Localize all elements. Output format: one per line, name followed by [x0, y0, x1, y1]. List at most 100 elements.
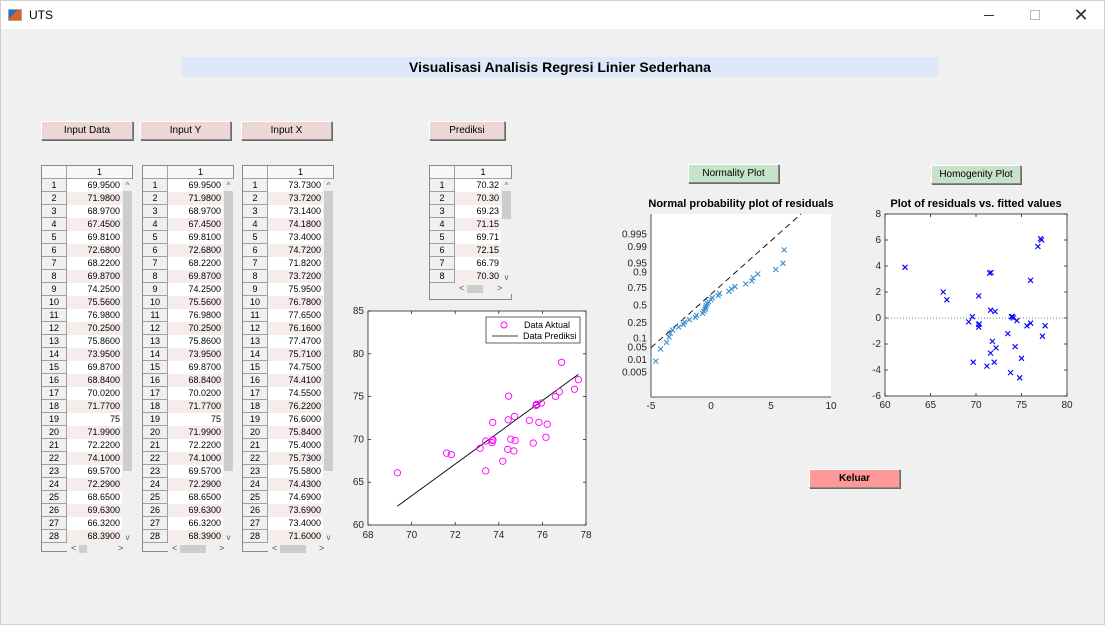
scroll-up-icon[interactable]: ^ — [326, 181, 331, 190]
table-cell[interactable]: 68.8400 — [67, 374, 122, 387]
row-number[interactable]: 16 — [42, 374, 67, 387]
table-cell[interactable]: 76.7800 — [268, 296, 323, 309]
row-number[interactable]: 10 — [42, 296, 67, 309]
input-data-button[interactable]: Input Data — [41, 121, 133, 140]
row-number[interactable]: 24 — [143, 478, 168, 491]
table-cell[interactable]: 75 — [67, 413, 122, 426]
row-number[interactable]: 21 — [243, 439, 268, 452]
row-number[interactable]: 26 — [42, 504, 67, 517]
row-number[interactable]: 14 — [42, 348, 67, 361]
row-number[interactable]: 7 — [243, 257, 268, 270]
table-cell[interactable]: 74.2500 — [67, 283, 122, 296]
row-number[interactable]: 8 — [143, 270, 168, 283]
row-number[interactable]: 5 — [243, 231, 268, 244]
table-cell[interactable]: 69.8700 — [67, 270, 122, 283]
scroll-right-icon[interactable]: > — [497, 283, 503, 293]
table-cell[interactable]: 74.7200 — [268, 244, 323, 257]
row-number[interactable]: 8 — [42, 270, 67, 283]
row-number[interactable]: 27 — [42, 517, 67, 530]
table-cell[interactable]: 66.3200 — [168, 517, 223, 530]
table-cell[interactable]: 69.71 — [455, 231, 501, 244]
row-number[interactable]: 2 — [243, 192, 268, 205]
table-cell[interactable]: 68.9700 — [67, 205, 122, 218]
table-cell[interactable]: 75 — [168, 413, 223, 426]
scroll-thumb[interactable] — [280, 545, 306, 553]
scroll-thumb[interactable] — [467, 285, 483, 293]
scroll-up-icon[interactable]: ^ — [125, 181, 130, 190]
table-cell[interactable]: 74.5500 — [268, 387, 323, 400]
row-number[interactable]: 19 — [42, 413, 67, 426]
row-number[interactable]: 24 — [243, 478, 268, 491]
row-number[interactable]: 4 — [243, 218, 268, 231]
row-number[interactable]: 2 — [143, 192, 168, 205]
row-number[interactable]: 1 — [42, 179, 67, 192]
table-cell[interactable]: 73.4000 — [268, 517, 323, 530]
scroll-down-icon[interactable]: v — [125, 533, 130, 542]
row-number[interactable]: 17 — [42, 387, 67, 400]
row-number[interactable]: 2 — [430, 192, 455, 205]
scroll-right-icon[interactable]: > — [219, 543, 225, 553]
scroll-down-icon[interactable]: v — [326, 533, 331, 542]
table-cell[interactable]: 75.5600 — [67, 296, 122, 309]
row-number[interactable]: 3 — [143, 205, 168, 218]
row-number[interactable]: 17 — [143, 387, 168, 400]
row-number[interactable]: 6 — [42, 244, 67, 257]
row-number[interactable]: 28 — [143, 530, 168, 543]
row-number[interactable]: 23 — [243, 465, 268, 478]
table-cell[interactable]: 71.7700 — [168, 400, 223, 413]
row-number[interactable]: 7 — [143, 257, 168, 270]
row-number[interactable]: 15 — [42, 361, 67, 374]
table-cell[interactable]: 70.30 — [455, 270, 501, 283]
row-number[interactable]: 24 — [42, 478, 67, 491]
row-number[interactable]: 6 — [430, 244, 455, 257]
input-y-button[interactable]: Input Y — [140, 121, 231, 140]
table-cell[interactable]: 75.5600 — [168, 296, 223, 309]
row-number[interactable]: 14 — [143, 348, 168, 361]
row-number[interactable]: 7 — [42, 257, 67, 270]
horizontal-scrollbar[interactable]: < > — [268, 543, 334, 554]
scroll-left-icon[interactable]: < — [71, 543, 77, 553]
row-number[interactable]: 18 — [143, 400, 168, 413]
table-cell[interactable]: 74.2500 — [168, 283, 223, 296]
table-cell[interactable]: 70.2500 — [168, 322, 223, 335]
row-number[interactable]: 15 — [243, 361, 268, 374]
table-cell[interactable]: 69.5700 — [67, 465, 122, 478]
table-cell[interactable]: 74.1000 — [67, 452, 122, 465]
table-cell[interactable]: 73.7200 — [268, 192, 323, 205]
table-cell[interactable]: 70.30 — [455, 192, 501, 205]
row-number[interactable]: 5 — [143, 231, 168, 244]
table-cell[interactable]: 71.9900 — [168, 426, 223, 439]
scroll-thumb[interactable] — [224, 191, 233, 471]
table-cell[interactable]: 71.9900 — [67, 426, 122, 439]
row-number[interactable]: 11 — [42, 309, 67, 322]
table-cell[interactable]: 68.3900 — [67, 530, 122, 543]
column-header[interactable]: 1 — [67, 166, 132, 179]
table-cell[interactable]: 71.7700 — [67, 400, 122, 413]
row-number[interactable]: 10 — [243, 296, 268, 309]
row-number[interactable]: 18 — [42, 400, 67, 413]
table-cell[interactable]: 73.7200 — [268, 270, 323, 283]
table-cell[interactable]: 76.1600 — [268, 322, 323, 335]
table-cell[interactable]: 73.1400 — [268, 205, 323, 218]
horizontal-scrollbar[interactable]: < > — [168, 543, 234, 554]
table-cell[interactable]: 70.0200 — [67, 387, 122, 400]
row-number[interactable]: 26 — [143, 504, 168, 517]
table-cell[interactable]: 75.8600 — [67, 335, 122, 348]
table-cell[interactable]: 74.1800 — [268, 218, 323, 231]
table-cell[interactable]: 71.6000 — [268, 530, 323, 543]
row-number[interactable]: 1 — [430, 179, 455, 192]
table-cell[interactable]: 69.8100 — [168, 231, 223, 244]
row-number[interactable]: 21 — [143, 439, 168, 452]
row-number[interactable]: 22 — [42, 452, 67, 465]
row-number[interactable]: 9 — [143, 283, 168, 296]
table-cell[interactable]: 73.9500 — [168, 348, 223, 361]
row-number[interactable]: 12 — [143, 322, 168, 335]
row-number[interactable]: 6 — [143, 244, 168, 257]
scroll-thumb[interactable] — [79, 545, 87, 553]
table-cell[interactable]: 68.2200 — [168, 257, 223, 270]
vertical-scrollbar[interactable]: ^ v — [323, 179, 334, 543]
table-cell[interactable]: 69.8100 — [67, 231, 122, 244]
table-cell[interactable]: 75.8600 — [168, 335, 223, 348]
table-cell[interactable]: 76.6000 — [268, 413, 323, 426]
table-cell[interactable]: 71.9800 — [67, 192, 122, 205]
